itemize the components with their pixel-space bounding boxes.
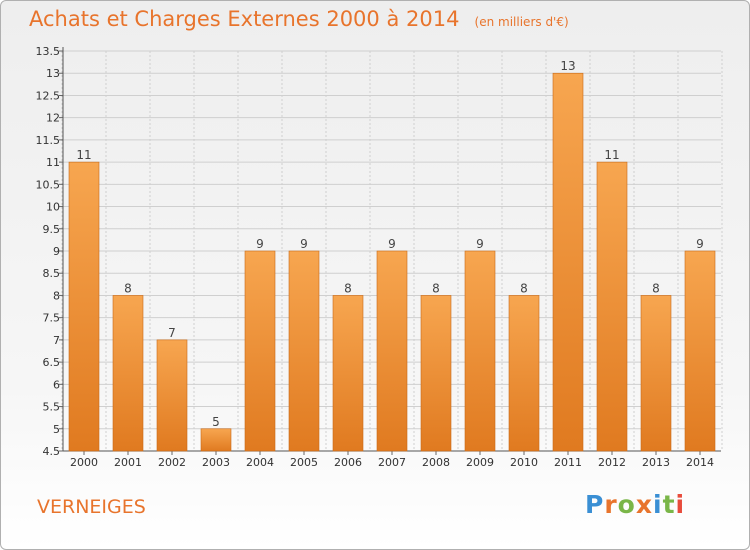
data-label-2002: 7 [168,326,176,340]
y-tick-label: 13 [46,67,60,80]
x-tick-label: 2009 [466,456,494,469]
bar-2004 [244,250,276,452]
data-label-2010: 8 [520,281,528,295]
bars [68,72,716,452]
bar-2014 [684,250,716,452]
bar-2008 [420,295,452,452]
x-tick-label: 2004 [246,456,274,469]
y-tick-label: 8 [53,289,60,302]
chart-title-text: Achats et Charges Externes 2000 à 2014 [29,7,460,31]
bar-2012 [596,161,628,452]
y-tick-label: 12 [46,112,60,125]
logo-letter: o [617,490,636,519]
y-tick-label: 6 [53,378,60,391]
x-tick-label: 2014 [686,456,714,469]
data-label-2009: 9 [476,237,484,251]
x-tick-label: 2012 [598,456,626,469]
y-tick-label: 7.5 [43,312,61,325]
bar-2013 [640,295,672,452]
data-label-2005: 9 [300,237,308,251]
data-label-2014: 9 [696,237,704,251]
y-tick-label: 9.5 [43,223,61,236]
data-label-2011: 13 [560,59,575,73]
chart-unit-text: (en milliers d'€) [474,15,569,29]
x-tick-label: 2005 [290,456,318,469]
labels: 4.5 5 5.5 6 6.5 7 7.5 8 8.5 9 9.5 10 10.5 11 11.5 12 12.… [36,45,715,469]
logo-letter: x [635,490,653,519]
bar-2001 [112,295,144,452]
data-label-2001: 8 [124,281,132,295]
data-label-2013: 8 [652,281,660,295]
logo-letter: P [585,490,605,519]
data-label-2004: 9 [256,237,264,251]
y-tick-label: 11.5 [36,134,61,147]
logo-letter: t [662,490,676,519]
y-tick-label: 10 [46,201,60,214]
x-tick-label: 2008 [422,456,450,469]
data-label-2003: 5 [212,415,220,429]
data-label-2007: 9 [388,237,396,251]
y-tick-label: 5 [53,423,60,436]
y-tick-label: 8.5 [43,267,61,280]
data-label-2008: 8 [432,281,440,295]
logo-letter: i [675,490,686,519]
data-label-2012: 11 [604,148,619,162]
y-tick-label: 12.5 [36,89,61,102]
y-tick-label: 4.5 [43,445,61,458]
bar-2010 [508,295,540,452]
y-tick-label: 13.5 [36,45,61,58]
data-label-2000: 11 [76,148,91,162]
bar-2007 [376,250,408,452]
bar-2003 [200,428,232,452]
x-tick-label: 2011 [554,456,582,469]
x-tick-label: 2010 [510,456,538,469]
y-tick-label: 10.5 [36,178,61,191]
logo-letter: i [653,490,663,519]
x-tick-label: 2013 [642,456,670,469]
y-tick-label: 7 [53,334,60,347]
logo-letter: r [604,490,618,519]
bar-2005 [288,250,320,452]
x-tick-label: 2003 [202,456,230,469]
y-tick-label: 6.5 [43,356,61,369]
data-label-2006: 8 [344,281,352,295]
x-tick-label: 2007 [378,456,406,469]
x-tick-label: 2006 [334,456,362,469]
x-tick-label: 2002 [158,456,186,469]
x-tick-label: 2001 [114,456,142,469]
commune-name: VERNEIGES [37,496,146,518]
x-tick-label: 2000 [70,456,98,469]
y-tick-label: 9 [53,245,60,258]
bar-2009 [464,250,496,452]
bar-2006 [332,295,364,452]
bar-2011 [552,72,584,452]
bar-2000 [68,161,100,452]
proxiti-logo: Proxiti [585,490,685,519]
y-tick-label: 5.5 [43,401,61,414]
bar-2002 [156,339,188,452]
y-tick-label: 11 [46,156,60,169]
chart-title: Achats et Charges Externes 2000 à 2014 (… [29,7,569,31]
